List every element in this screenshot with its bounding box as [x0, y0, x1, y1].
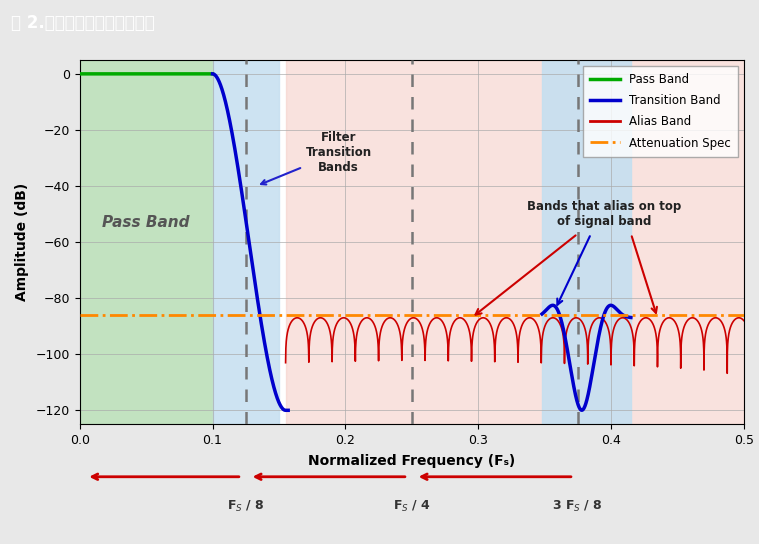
Text: 图 2.频域中的抽取滤波器区域: 图 2.频域中的抽取滤波器区域 — [11, 14, 155, 32]
Text: Filter
Transition
Bands: Filter Transition Bands — [261, 131, 372, 184]
Legend: Pass Band, Transition Band, Alias Band, Attenuation Spec: Pass Band, Transition Band, Alias Band, … — [583, 66, 738, 157]
Bar — [285, 60, 744, 424]
Text: F$_S$ / 8: F$_S$ / 8 — [227, 499, 265, 514]
Bar — [80, 60, 213, 424]
X-axis label: Normalized Frequency (Fₛ): Normalized Frequency (Fₛ) — [308, 454, 515, 468]
Text: Pass Band: Pass Band — [102, 215, 190, 230]
Text: Bands that alias on top
of signal band: Bands that alias on top of signal band — [528, 200, 682, 228]
Bar — [542, 60, 631, 424]
Bar — [213, 60, 279, 424]
Y-axis label: Amplitude (dB): Amplitude (dB) — [14, 183, 29, 301]
Text: 3 F$_S$ / 8: 3 F$_S$ / 8 — [553, 499, 603, 514]
Text: F$_S$ / 4: F$_S$ / 4 — [392, 499, 431, 514]
